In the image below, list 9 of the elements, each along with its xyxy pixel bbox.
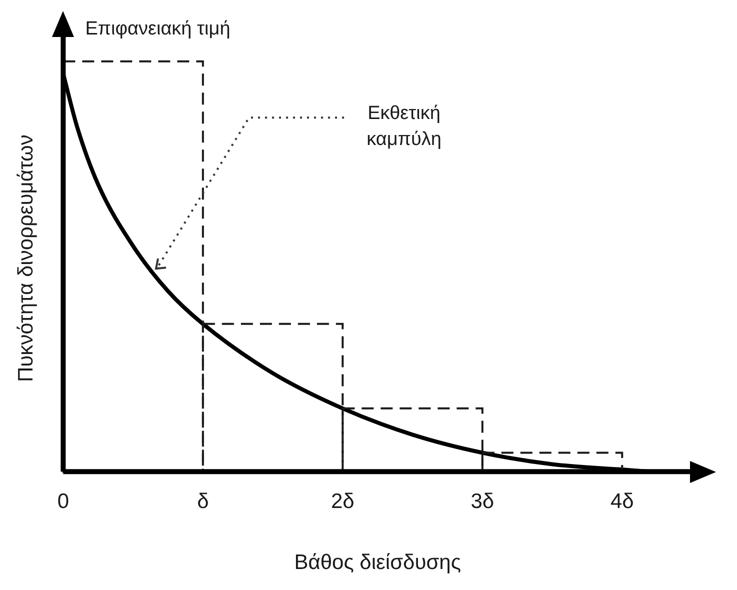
annotation: Εκθετική καμπύλη [366,102,442,150]
x-tick-label: 0 [57,490,70,513]
text: Επιφανειακή τιμή [85,18,230,40]
x-tick-label: 2δ [330,490,354,513]
x-tick-label: δ [197,490,209,513]
x-axis-title: Βάθος διείσδυσης [294,551,461,574]
x-tick-label: 4δ [610,490,634,513]
y-axis-title: Πυκνότητα δινορρευμάτων [14,134,38,382]
x-tick-label: 3δ [470,490,494,513]
